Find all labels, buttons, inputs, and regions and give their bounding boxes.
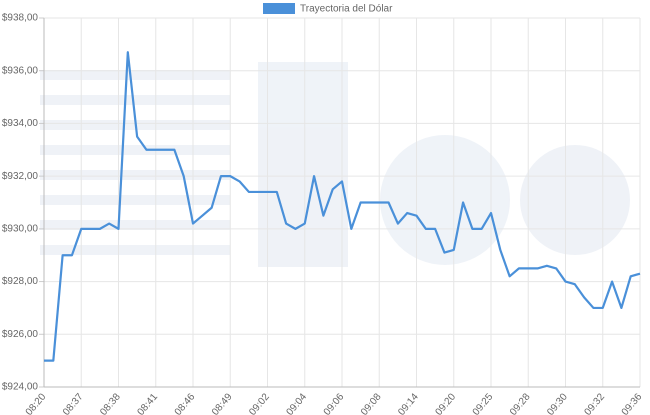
- y-tick-label: $930,00: [2, 223, 39, 234]
- y-tick-label: $938,00: [2, 13, 39, 24]
- x-tick-label: 09:14: [396, 391, 421, 415]
- x-tick-label: 09:06: [322, 391, 347, 415]
- y-tick-label: $932,00: [2, 171, 39, 182]
- y-tick-label: $924,00: [2, 382, 39, 393]
- y-tick-label: $928,00: [2, 276, 39, 287]
- x-tick-label: 09:32: [583, 391, 608, 415]
- legend-swatch: [263, 3, 295, 14]
- x-tick-label: 08:38: [98, 391, 123, 415]
- y-tick-label: $934,00: [2, 118, 39, 129]
- x-tick-label: 08:20: [24, 391, 49, 415]
- x-tick-label: 08:49: [210, 391, 235, 415]
- x-tick-label: 08:37: [61, 391, 86, 415]
- x-tick-label: 08:46: [173, 391, 198, 415]
- y-tick-label: $926,00: [2, 329, 39, 340]
- x-tick-label: 09:02: [247, 391, 272, 415]
- x-tick-label: 08:41: [136, 391, 161, 415]
- x-tick-label: 09:08: [359, 391, 384, 415]
- x-tick-label: 09:28: [508, 391, 533, 415]
- x-tick-label: 09:36: [620, 391, 645, 415]
- x-tick-label: 09:04: [285, 391, 310, 415]
- line-series: [44, 51, 641, 362]
- y-tick-label: $936,00: [2, 65, 39, 76]
- x-tick-label: 09:25: [471, 391, 496, 415]
- x-tick-label: 09:20: [434, 391, 459, 415]
- watermark: [40, 62, 630, 267]
- legend-label: Trayectoria del Dólar: [300, 4, 393, 15]
- x-tick-label: 09:30: [545, 391, 570, 415]
